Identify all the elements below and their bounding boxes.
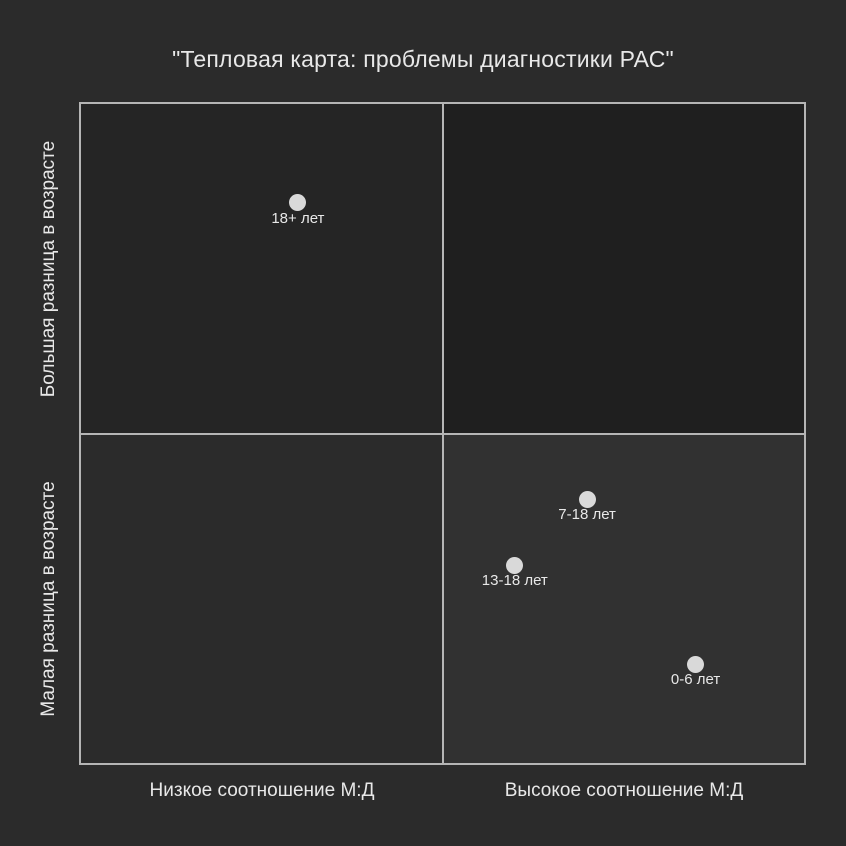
quadrant-top-right: [442, 104, 804, 434]
data-point-label: 7-18 лет: [558, 506, 616, 524]
quadrant-plot-area: 18+ лет 7-18 лет 13-18 лет 0-6 лет: [79, 102, 806, 765]
data-point-marker: [578, 490, 596, 508]
data-point-marker: [687, 655, 705, 673]
horizontal-divider-line: [81, 432, 804, 435]
x-axis-label-low: Низкое соотношение М:Д: [149, 780, 375, 801]
data-point-label: 18+ лет: [271, 209, 325, 227]
y-axis-label-bottom: Малая разница в возрасте: [38, 481, 59, 717]
x-axis-label-high: Высокое соотношение М:Д: [504, 780, 744, 801]
data-point-marker: [289, 194, 307, 212]
quadrant-top-left: [81, 104, 443, 434]
quadrant-bottom-left: [81, 433, 443, 763]
data-point-marker: [506, 556, 524, 574]
data-point-label: 0-6 лет: [670, 671, 721, 689]
y-axis-label-top: Большая разница в возрасте: [38, 140, 59, 398]
chart-title: "Тепловая карта: проблемы диагностики РА…: [172, 46, 674, 72]
quadrant-bottom-right: [442, 433, 804, 763]
data-point-label: 13-18 лет: [481, 572, 548, 590]
